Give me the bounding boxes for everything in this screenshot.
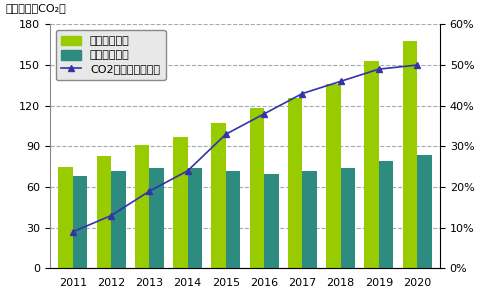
Bar [226,171,240,268]
Bar [96,156,111,268]
Bar [188,168,202,268]
Bar [379,161,394,268]
Bar [340,168,355,268]
Legend: クラウドなし, 予想シナリオ, CO2削減率（右軸）: クラウドなし, 予想シナリオ, CO2削減率（右軸） [56,30,166,80]
Bar [173,137,188,268]
Line: CO2削減率（右軸）: CO2削減率（右軸） [70,62,420,235]
Bar [58,167,73,268]
Bar [111,171,126,268]
CO2削減率（右軸） [338,80,344,83]
CO2削減率（右軸） [146,189,152,193]
Bar [302,171,317,268]
CO2削減率（右軸） [261,112,267,116]
Bar [264,174,278,268]
CO2削減率（右軸） [300,92,306,95]
Bar [417,155,432,268]
Bar [288,98,302,268]
CO2削減率（右軸） [223,132,229,136]
Bar [402,41,417,268]
CO2削減率（右軸） [70,230,76,234]
Bar [135,145,150,268]
CO2削減率（右軸） [184,169,190,173]
Bar [326,84,340,268]
CO2削減率（右軸） [414,63,420,67]
CO2削減率（右軸） [376,67,382,71]
Bar [364,61,379,268]
Bar [212,123,226,268]
Bar [150,168,164,268]
Bar [250,109,264,268]
CO2削減率（右軸） [108,214,114,217]
Bar [73,176,88,268]
Text: （百万トンCO₂）: （百万トンCO₂） [5,3,66,13]
